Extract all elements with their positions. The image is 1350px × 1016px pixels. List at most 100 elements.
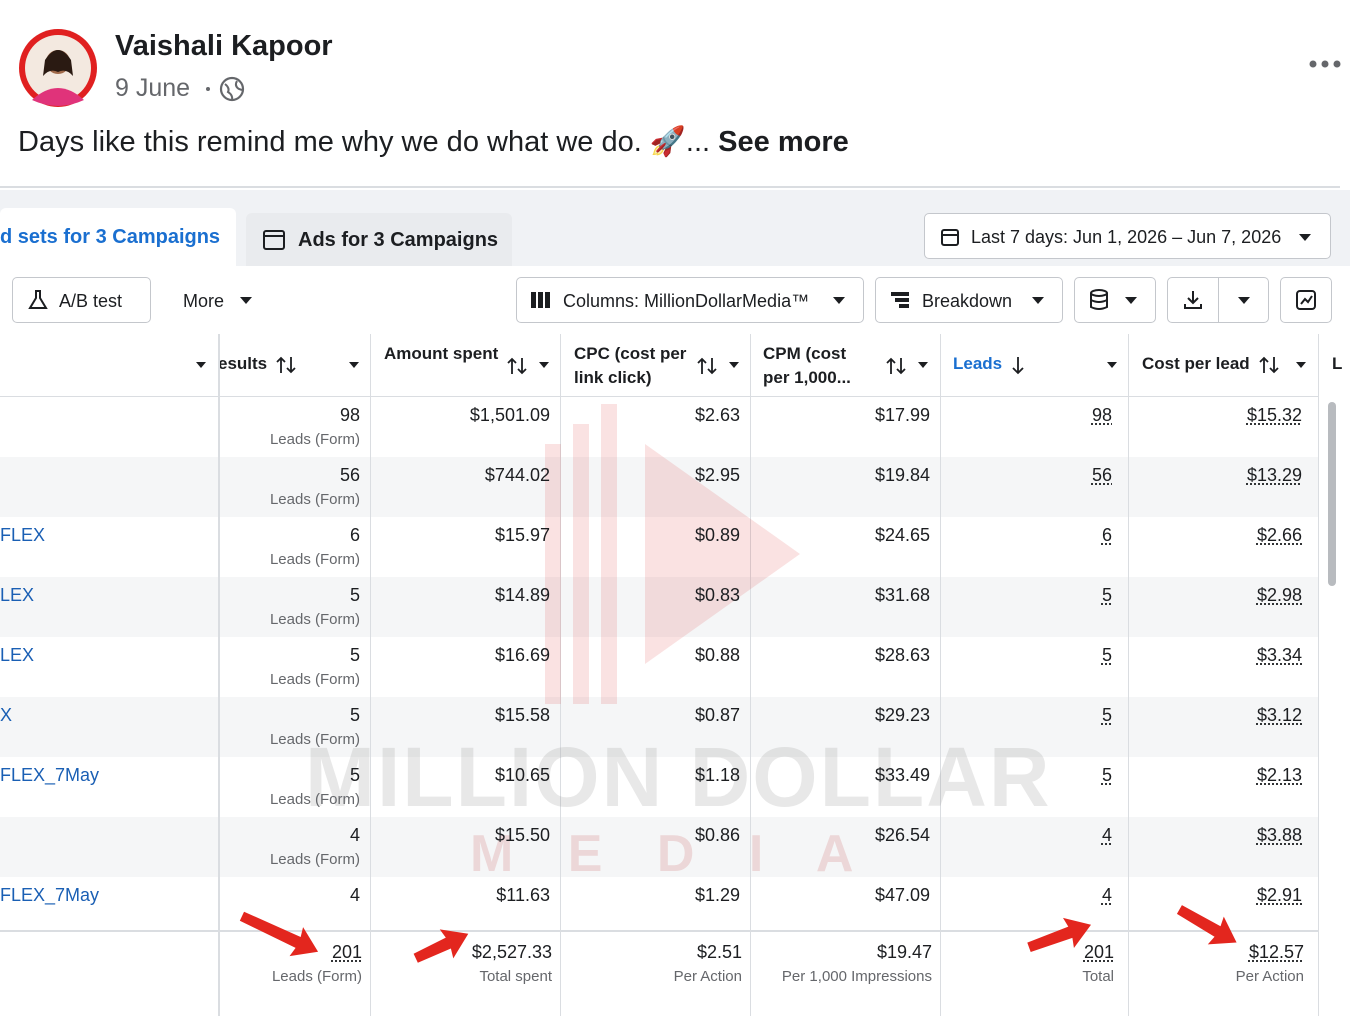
total-value: $2.51 [697, 942, 742, 963]
dropdown-caret [1299, 234, 1311, 241]
reports-button[interactable] [1074, 277, 1156, 323]
cell-value: $11.63 [496, 885, 550, 906]
post-body: Days like this remind me why we do what … [18, 126, 710, 158]
cell-value: $15.97 [495, 525, 550, 546]
result-type: Leads (Form) [270, 671, 360, 688]
data-table: esults Amount spent CPC (cost per link cli… [0, 334, 1350, 1016]
campaign-name[interactable]: X [0, 705, 12, 726]
annotation-arrow [230, 904, 330, 964]
annotation-arrow [1010, 906, 1110, 966]
column-header[interactable]: esults [218, 352, 278, 376]
more-label[interactable]: More [183, 291, 224, 312]
campaign-name[interactable]: LEX [0, 645, 34, 666]
column-header[interactable]: Cost per lead [1142, 352, 1262, 376]
more-options[interactable] [1308, 58, 1344, 70]
ab-test-label[interactable]: A/B test [59, 291, 122, 312]
campaign-name[interactable]: LEX [0, 585, 34, 606]
dropdown-caret [349, 362, 359, 368]
cell-value: $16.69 [495, 645, 550, 666]
post-text: Days like this remind me why we do what … [18, 125, 849, 159]
column-header[interactable]: CPM (cost per 1,000... [763, 342, 873, 390]
cell-value[interactable]: 5 [1102, 705, 1112, 726]
reports-icon [1088, 288, 1110, 312]
dropdown-caret [1125, 297, 1137, 304]
columns-icon [530, 291, 552, 309]
dropdown-caret [1296, 362, 1306, 368]
column-header[interactable]: L [1332, 352, 1350, 376]
see-more[interactable]: See more [718, 126, 849, 158]
avatar[interactable] [18, 28, 98, 108]
cell-value: 5 [350, 645, 360, 666]
divider [0, 186, 1340, 188]
breakdown-label[interactable]: Breakdown [922, 291, 1012, 312]
column-header[interactable]: CPC (cost per link click) [574, 342, 694, 390]
date-range[interactable]: Last 7 days: Jun 1, 2026 – Jun 7, 2026 [971, 227, 1281, 248]
separator [1218, 277, 1219, 323]
cell-value: $26.54 [875, 825, 930, 846]
total-label: Per Action [1236, 968, 1304, 985]
sort-icon [696, 356, 718, 376]
cell-value: $0.88 [695, 645, 740, 666]
cell-value[interactable]: 6 [1102, 525, 1112, 546]
result-type: Leads (Form) [270, 431, 360, 448]
cell-value[interactable]: $3.88 [1257, 825, 1302, 846]
cell-value[interactable]: $15.32 [1247, 405, 1302, 426]
column-divider [940, 334, 941, 1016]
sort-icon [1011, 355, 1025, 375]
cell-value: $1.29 [695, 885, 740, 906]
campaign-name[interactable]: FLEX [0, 525, 45, 546]
cell-value[interactable]: $2.91 [1257, 885, 1302, 906]
cell-value[interactable]: 5 [1102, 765, 1112, 786]
cell-value[interactable]: $2.13 [1257, 765, 1302, 786]
cell-value[interactable]: 4 [1102, 825, 1112, 846]
sort-icon [885, 356, 907, 376]
cell-value: $744.02 [485, 465, 550, 486]
tab-label[interactable]: Ads for 3 Campaigns [298, 229, 498, 252]
cell-value: 5 [350, 705, 360, 726]
result-type: Leads (Form) [270, 551, 360, 568]
cell-value: $0.83 [695, 585, 740, 606]
cell-value[interactable]: $3.12 [1257, 705, 1302, 726]
cell-value[interactable]: 98 [1092, 405, 1112, 426]
calendar-icon [940, 227, 960, 247]
tab-icon [262, 228, 286, 252]
dropdown-caret [918, 362, 928, 368]
column-divider [1318, 334, 1319, 1016]
download-icon [1182, 289, 1204, 311]
cell-value[interactable]: 5 [1102, 645, 1112, 666]
result-type: Leads (Form) [270, 851, 360, 868]
campaign-name[interactable]: FLEX_7May [0, 885, 99, 906]
watermark-logo [545, 404, 805, 704]
cell-value: 5 [350, 765, 360, 786]
cell-value: $28.63 [875, 645, 930, 666]
chart-icon [1295, 289, 1317, 311]
author[interactable]: Vaishali Kapoor [115, 30, 333, 63]
column-header[interactable]: Leads [953, 352, 1013, 376]
scrollbar [1328, 402, 1336, 586]
cell-value: $2.95 [695, 465, 740, 486]
total-label: Total [1082, 968, 1114, 985]
cell-value[interactable]: $2.66 [1257, 525, 1302, 546]
result-type: Leads (Form) [270, 611, 360, 628]
result-type: Leads (Form) [270, 791, 360, 808]
post-date[interactable]: 9 June [115, 74, 190, 103]
dropdown-caret [729, 362, 739, 368]
cell-value: $1,501.09 [470, 405, 550, 426]
cell-value[interactable]: $13.29 [1247, 465, 1302, 486]
cell-value: 4 [350, 825, 360, 846]
cell-value[interactable]: 5 [1102, 585, 1112, 606]
sort-icon [275, 355, 297, 375]
campaign-name[interactable]: FLEX_7May [0, 765, 99, 786]
cell-value[interactable]: $2.98 [1257, 585, 1302, 606]
cell-value: 98 [340, 405, 360, 426]
cell-value[interactable]: 56 [1092, 465, 1112, 486]
cell-value[interactable]: $3.34 [1257, 645, 1302, 666]
cell-value[interactable]: 4 [1102, 885, 1112, 906]
column-header[interactable]: Amount spent [384, 342, 504, 366]
sort-icon [1258, 355, 1280, 375]
columns-label[interactable]: Columns: MillionDollarMedia™ [563, 291, 809, 312]
dropdown-caret [1238, 297, 1250, 304]
tab-label[interactable]: d sets for 3 Campaigns [0, 226, 220, 249]
totals-border [0, 930, 1318, 932]
